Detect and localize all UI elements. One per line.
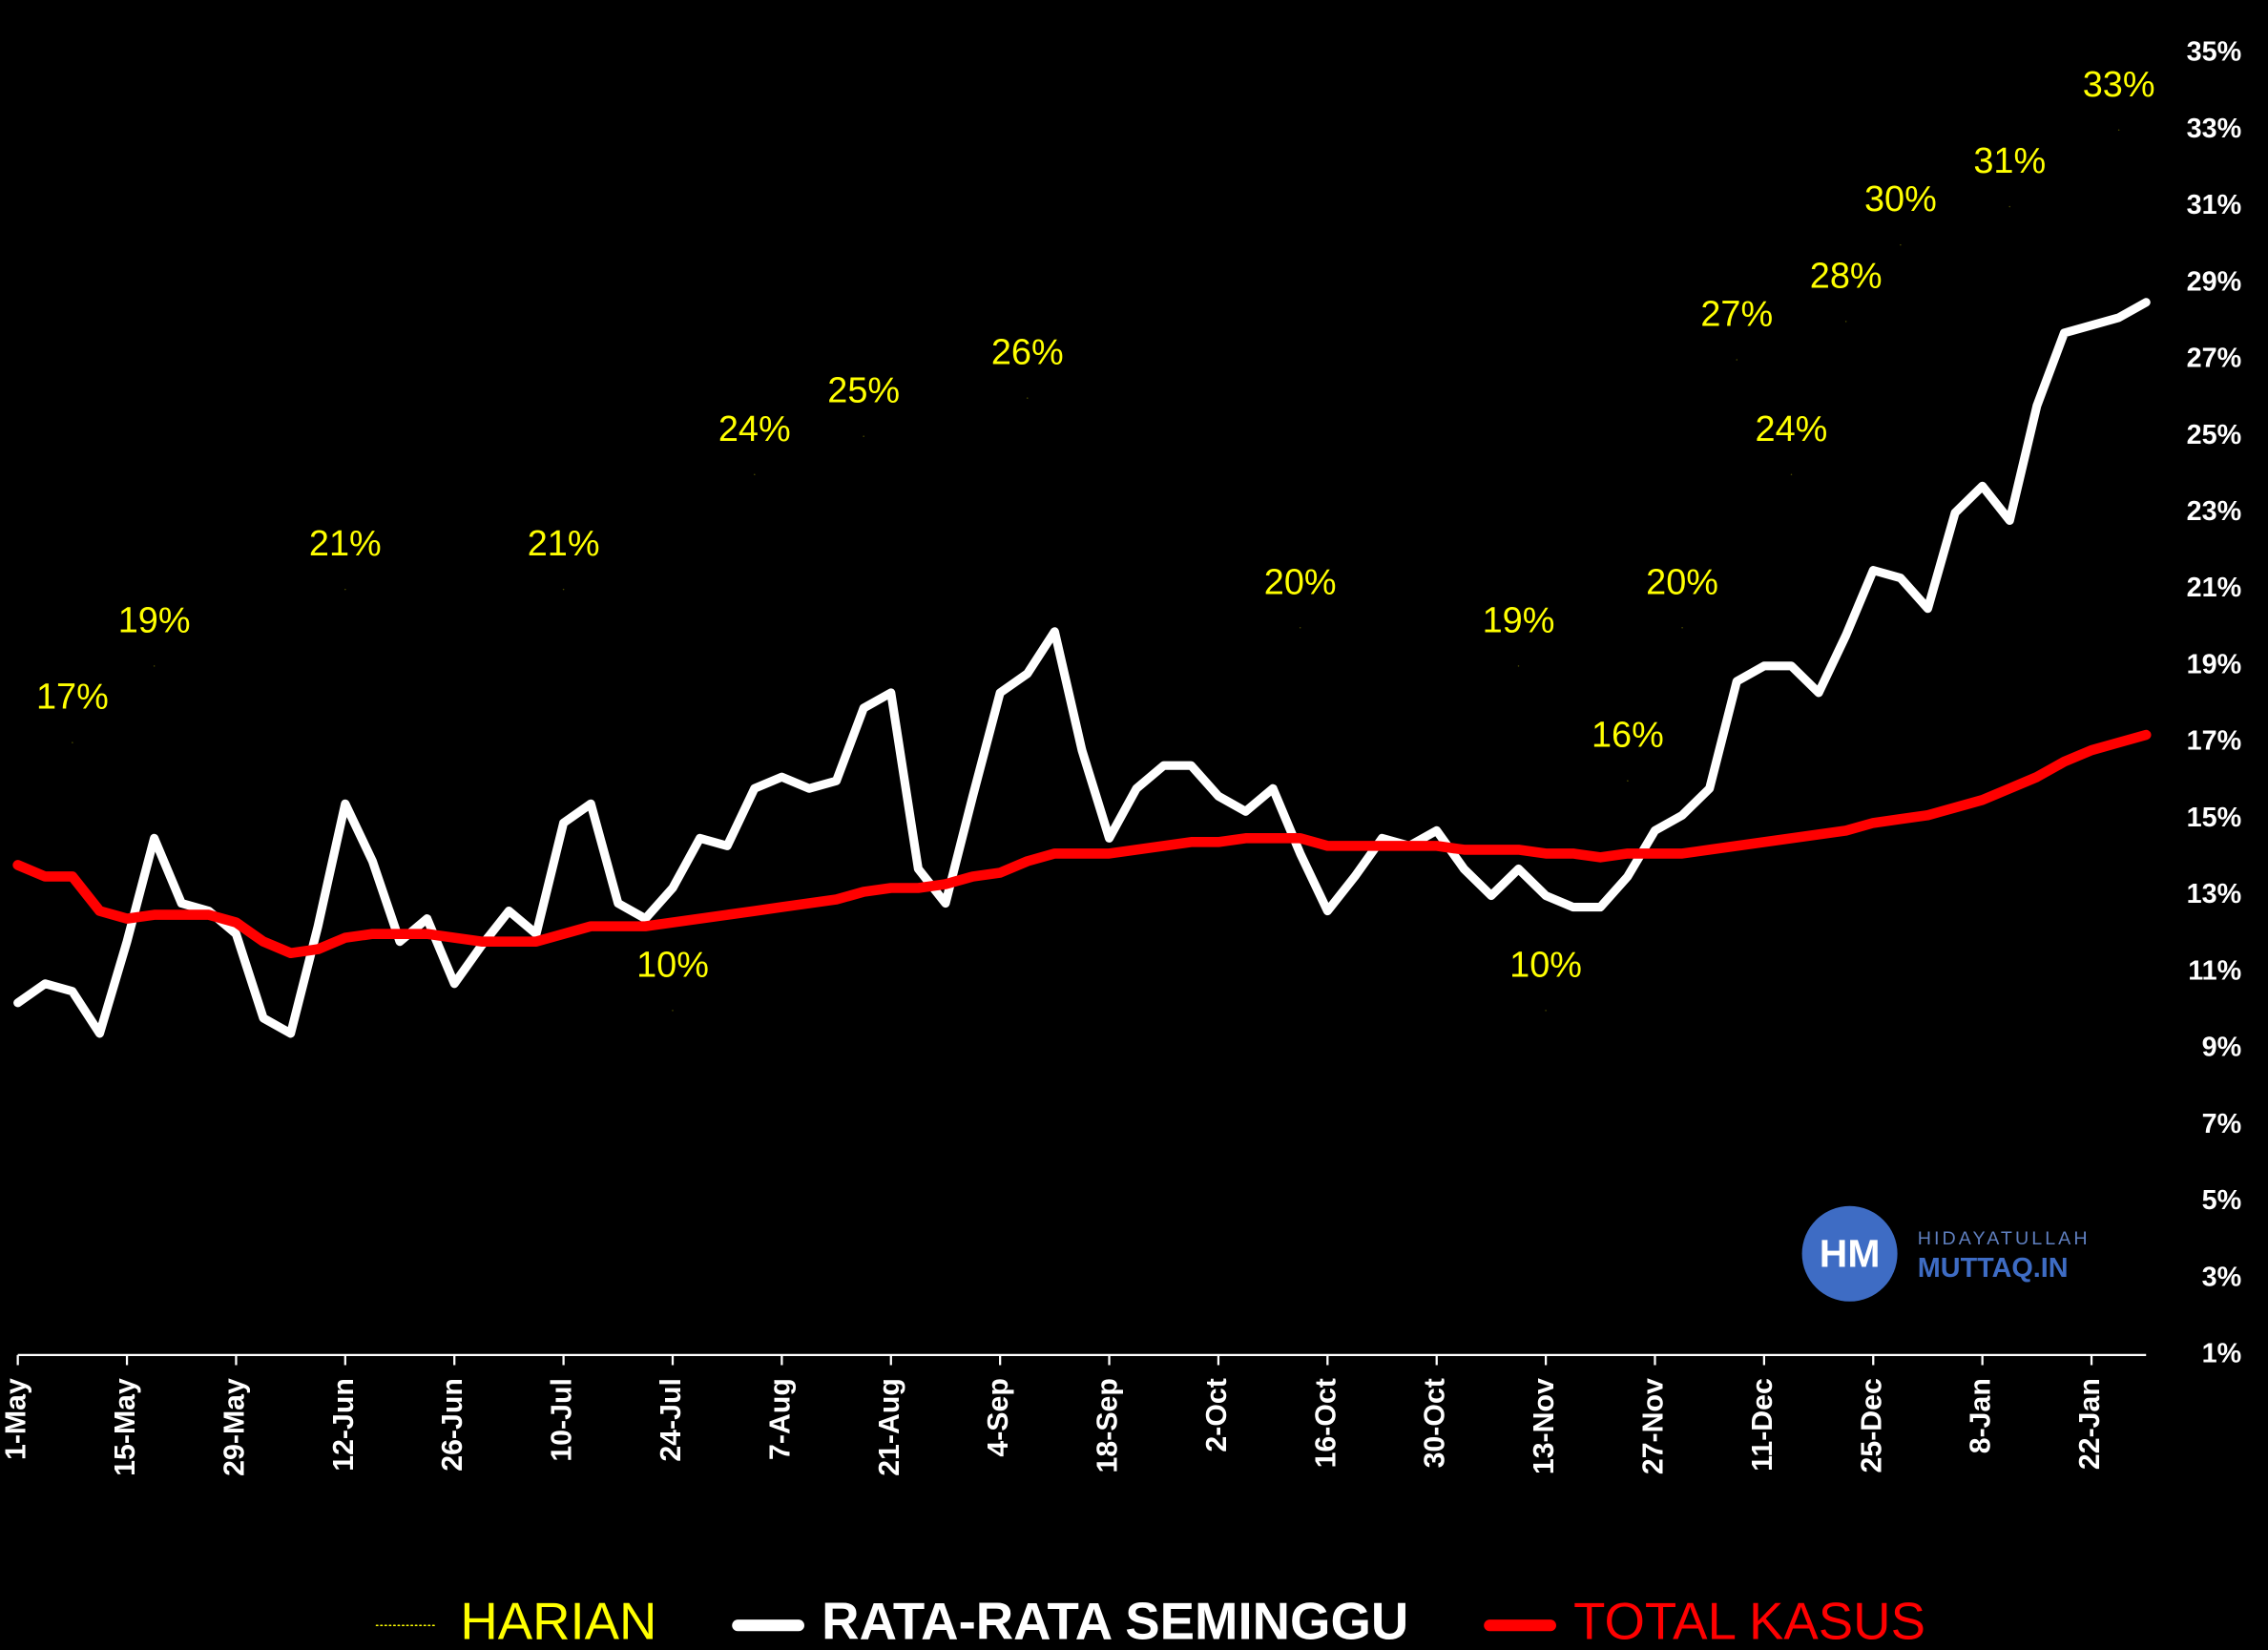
data-point bbox=[2008, 205, 2011, 208]
x-tick-label: 16-Oct bbox=[1310, 1378, 1342, 1468]
x-tick-label: 4-Sep bbox=[983, 1378, 1014, 1457]
watermark: HM HIDAYATULLAH MUTTAQ.IN bbox=[1801, 1205, 2091, 1302]
data-label: 21% bbox=[528, 524, 600, 564]
data-label: 28% bbox=[1810, 256, 1883, 296]
data-point bbox=[672, 1010, 674, 1012]
data-point bbox=[1790, 473, 1793, 476]
data-point bbox=[1517, 665, 1520, 667]
y-tick-label: 27% bbox=[2187, 344, 2242, 374]
x-tick-label: 13-Nov bbox=[1529, 1378, 1560, 1474]
y-tick-label: 11% bbox=[2188, 955, 2241, 986]
y-tick-label: 3% bbox=[2202, 1262, 2242, 1292]
data-point bbox=[344, 588, 346, 591]
x-tick-label: 11-Dec bbox=[1747, 1378, 1779, 1472]
legend-label: RATA-RATA SEMINGGU bbox=[822, 1593, 1408, 1650]
legend-label: HARIAN bbox=[460, 1593, 656, 1650]
y-tick-label: 17% bbox=[2187, 726, 2242, 757]
data-point bbox=[1736, 359, 1738, 361]
data-label: 21% bbox=[309, 524, 382, 564]
data-label: 27% bbox=[1700, 295, 1773, 335]
data-point bbox=[1627, 780, 1629, 782]
data-label: 24% bbox=[718, 409, 791, 449]
data-label: 17% bbox=[36, 678, 109, 718]
data-label: 10% bbox=[636, 945, 709, 985]
data-point bbox=[754, 473, 756, 476]
data-label: 31% bbox=[1973, 141, 2046, 181]
y-tick-label: 7% bbox=[2202, 1109, 2242, 1139]
x-tick-label: 1-May bbox=[1, 1378, 32, 1460]
data-point bbox=[1681, 626, 1683, 629]
data-label: 19% bbox=[1483, 600, 1555, 640]
x-tick-label: 21-Aug bbox=[874, 1378, 905, 1476]
data-label: 20% bbox=[1264, 562, 1337, 602]
y-tick-label: 33% bbox=[2187, 114, 2242, 144]
y-tick-label: 29% bbox=[2187, 266, 2242, 297]
y-tick-label: 19% bbox=[2187, 649, 2242, 679]
data-label: 33% bbox=[2083, 65, 2155, 105]
data-point bbox=[153, 665, 156, 667]
x-tick-label: 25-Dec bbox=[1856, 1378, 1887, 1472]
data-point bbox=[1299, 626, 1301, 629]
data-point bbox=[2117, 129, 2120, 132]
x-tick-label: 30-Oct bbox=[1420, 1378, 1451, 1468]
data-label: 26% bbox=[991, 333, 1064, 373]
y-tick-label: 23% bbox=[2187, 496, 2242, 527]
logo-line1: HIDAYATULLAH bbox=[1918, 1228, 2091, 1249]
x-tick-label: 29-May bbox=[218, 1378, 250, 1476]
data-label: 19% bbox=[118, 600, 191, 640]
x-tick-label: 10-Jul bbox=[547, 1378, 578, 1462]
data-point bbox=[1545, 1010, 1547, 1012]
y-tick-label: 15% bbox=[2187, 803, 2242, 833]
data-point bbox=[562, 588, 565, 591]
y-tick-label: 25% bbox=[2187, 420, 2242, 450]
data-point bbox=[1026, 397, 1029, 399]
x-tick-label: 15-May bbox=[110, 1378, 141, 1476]
legend: HARIAN RATA-RATA SEMINGGU TOTAL KASUS bbox=[375, 1593, 1925, 1650]
y-tick-label: 5% bbox=[2202, 1185, 2242, 1216]
logo-line2: MUTTAQ.IN bbox=[1918, 1253, 2069, 1284]
data-label: 30% bbox=[1864, 179, 1937, 219]
logo-initials: HM bbox=[1820, 1232, 1881, 1276]
data-label: 25% bbox=[827, 371, 900, 411]
x-tick-label: 24-Jul bbox=[655, 1378, 687, 1462]
x-tick-label: 27-Nov bbox=[1637, 1378, 1669, 1474]
x-tick-label: 22-Jan bbox=[2074, 1378, 2106, 1470]
x-tick-label: 18-Sep bbox=[1092, 1378, 1124, 1472]
series-line bbox=[12, 729, 2152, 959]
data-label: 10% bbox=[1509, 945, 1582, 985]
logo-circle bbox=[1801, 1205, 1898, 1302]
y-tick-label: 21% bbox=[2187, 573, 2242, 603]
x-tick-label: 12-Jun bbox=[328, 1378, 360, 1472]
y-tick-label: 13% bbox=[2187, 879, 2242, 909]
y-tick-label: 9% bbox=[2202, 1033, 2242, 1063]
data-label: 20% bbox=[1646, 562, 1718, 602]
y-tick-label: 35% bbox=[2187, 37, 2242, 68]
x-tick-label: 26-Jun bbox=[437, 1378, 468, 1472]
x-tick-label: 2-Oct bbox=[1201, 1378, 1233, 1452]
data-label: 16% bbox=[1592, 716, 1664, 756]
data-point bbox=[1844, 321, 1847, 323]
x-tick-label: 8-Jan bbox=[1966, 1378, 1997, 1453]
legend-label: TOTAL KASUS bbox=[1573, 1593, 1925, 1650]
data-label: 24% bbox=[1756, 409, 1828, 449]
y-tick-label: 1% bbox=[2202, 1338, 2242, 1368]
data-point bbox=[72, 741, 73, 743]
data-point bbox=[1900, 243, 1902, 246]
y-tick-label: 31% bbox=[2187, 190, 2242, 220]
series-line bbox=[13, 298, 2151, 1038]
x-tick-label: 7-Aug bbox=[764, 1378, 796, 1460]
data-point bbox=[863, 435, 864, 437]
